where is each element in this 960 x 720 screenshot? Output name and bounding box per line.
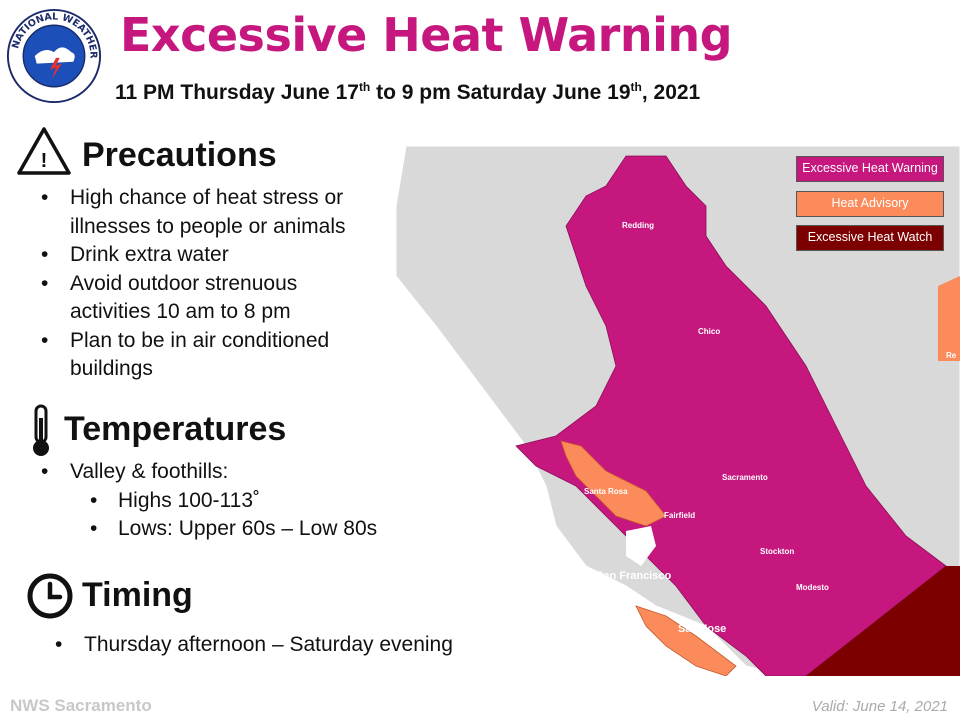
warning-period: 11 PM Thursday June 17th to 9 pm Saturda… [115, 80, 701, 104]
city-label-redding: Redding [622, 221, 654, 230]
city-label-santa-rosa: Santa Rosa [584, 487, 628, 496]
legend-advisory: Heat Advisory [796, 191, 944, 217]
city-label-stockton: Stockton [760, 547, 794, 556]
advisory-zone-south-bay [635, 605, 737, 676]
office-name: NWS Sacramento [10, 696, 152, 715]
timing-heading: Timing [82, 576, 193, 614]
legend-watch: Excessive Heat Watch [796, 225, 944, 251]
timing-list: Thursday afternoon – Saturday evening [50, 631, 510, 660]
nws-logo: NATIONAL WEATHER SERVICE [6, 8, 102, 104]
city-label-reno: Re [946, 351, 957, 360]
clock-icon [27, 573, 73, 619]
list-item-lows: Lows: Upper 60s – Low 80s [36, 515, 426, 544]
valid-date: Valid: June 14, 2021 [811, 698, 948, 715]
list-item-highs: Highs 100-113˚ [36, 487, 426, 516]
city-label-fairfield: Fairfield [664, 511, 695, 520]
list-item: Plan to be in air conditioned [36, 327, 426, 356]
list-item: High chance of heat stress or [36, 184, 426, 213]
advisory-zone-north-bay [560, 440, 667, 527]
list-item-continued: activities 10 am to 8 pm [70, 300, 291, 323]
list-item: Thursday afternoon – Saturday evening [50, 631, 510, 660]
city-label-san-jose: San Jose [678, 623, 726, 635]
svg-text:!: ! [41, 150, 48, 172]
city-label-chico: Chico [698, 327, 720, 336]
list-item-continued: illnesses to people or animals [70, 214, 346, 238]
list-item: Valley & foothills: [36, 458, 426, 487]
city-label-sacramento: Sacramento [722, 473, 768, 482]
city-label-san-francisco: San Francisco [596, 570, 671, 582]
advisory-zone-east [938, 276, 960, 361]
list-item: Drink extra water [36, 241, 426, 270]
bay-water [626, 526, 656, 566]
list-item: Avoid outdoor strenuous [36, 270, 426, 299]
warning-triangle-icon: ! [17, 127, 71, 175]
precautions-list: High chance of heat stress or illnesses … [36, 184, 426, 384]
warning-zone [515, 155, 947, 676]
page-title: Excessive Heat Warning [120, 8, 733, 62]
temperatures-list: Valley & foothills: Highs 100-113˚ Lows:… [36, 458, 426, 544]
watch-zone [806, 566, 960, 676]
thermometer-icon [33, 404, 49, 456]
precautions-heading: Precautions [82, 136, 277, 174]
temperatures-heading: Temperatures [64, 410, 287, 448]
city-label-modesto: Modesto [796, 583, 829, 592]
list-item-continued: buildings [70, 357, 153, 380]
legend-warning: Excessive Heat Warning [796, 156, 944, 182]
